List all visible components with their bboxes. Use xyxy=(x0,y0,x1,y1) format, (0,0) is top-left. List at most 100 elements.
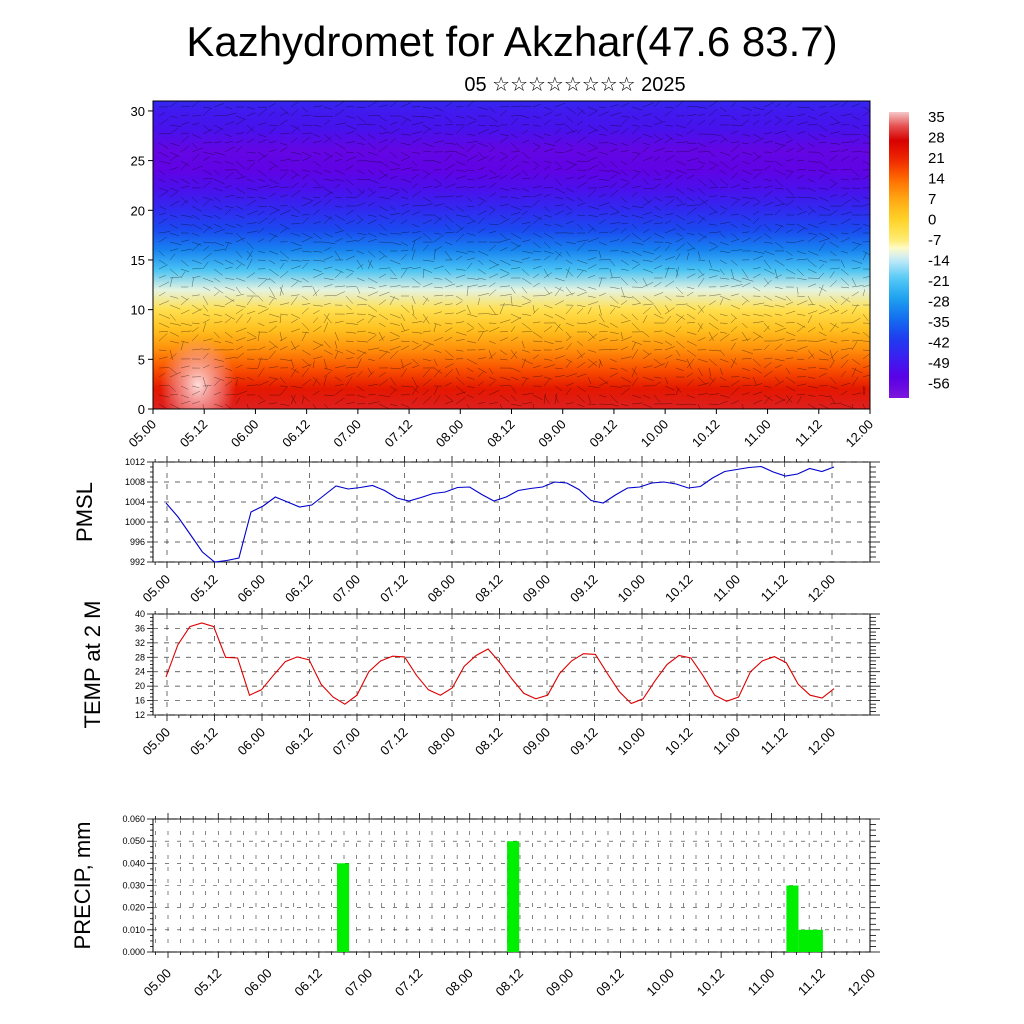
wind-vector xyxy=(268,111,275,117)
wind-vector xyxy=(312,105,323,108)
wind-vector xyxy=(752,399,763,405)
wind-vector xyxy=(719,151,730,156)
heatmap-ytick-label: 0 xyxy=(138,402,145,417)
wind-vector xyxy=(818,111,829,117)
wind-vector xyxy=(642,113,652,117)
wind-vector xyxy=(653,115,663,123)
wind-vector xyxy=(279,142,288,146)
wind-vector xyxy=(829,385,838,390)
wind-vector xyxy=(664,346,675,351)
wind-vector xyxy=(741,119,750,126)
wind-vector xyxy=(466,286,469,297)
wind-vector xyxy=(719,268,725,276)
wind-vector xyxy=(532,216,542,225)
wind-vector xyxy=(620,250,630,254)
wind-vector xyxy=(554,250,563,257)
wind-vector xyxy=(235,145,243,153)
wind-vector xyxy=(257,308,269,315)
wind-vector xyxy=(554,204,565,207)
wind-vector xyxy=(862,331,870,339)
wind-vector xyxy=(587,223,597,232)
wind-vector xyxy=(466,115,478,121)
wind-vector xyxy=(796,250,807,255)
wind-vector xyxy=(708,333,718,342)
wind-vector xyxy=(301,295,309,301)
wind-vector xyxy=(543,111,553,117)
wind-vector xyxy=(675,232,683,237)
wind-vector xyxy=(785,385,796,392)
wind-vector xyxy=(752,267,761,270)
wind-vector xyxy=(620,259,629,266)
wind-vector xyxy=(752,383,763,387)
wind-vector xyxy=(796,393,806,396)
wind-vector xyxy=(840,148,849,153)
wind-vector xyxy=(675,237,684,243)
wind-vector xyxy=(510,232,522,240)
wind-vector xyxy=(620,331,624,340)
wind-vector xyxy=(488,169,497,175)
precip-ylabel: PRECIP, mm xyxy=(70,822,95,950)
wind-vector xyxy=(642,295,653,303)
wind-vector xyxy=(169,253,176,261)
wind-vector xyxy=(697,277,705,288)
wind-vector xyxy=(851,367,857,378)
wind-vector xyxy=(466,277,479,280)
wind-vector xyxy=(477,389,486,396)
wind-vector xyxy=(829,340,838,344)
wind-vector xyxy=(730,400,739,405)
wind-vector xyxy=(477,151,484,158)
wind-vector xyxy=(642,250,654,255)
wind-vector xyxy=(213,228,225,234)
wind-vector xyxy=(565,402,574,405)
wind-vector xyxy=(752,217,760,225)
wind-vector xyxy=(587,307,592,315)
wind-vector xyxy=(180,259,189,267)
wind-vector xyxy=(532,304,535,313)
wind-vector xyxy=(180,340,189,344)
wind-vector xyxy=(301,331,307,342)
wind-vector xyxy=(719,186,728,189)
wind-vector xyxy=(400,254,408,261)
wind-vector xyxy=(686,128,695,135)
wind-vector xyxy=(268,268,279,277)
wind-vector xyxy=(642,331,650,337)
wind-vector xyxy=(345,304,352,310)
wind-vector xyxy=(840,169,852,171)
wind-vector xyxy=(763,185,773,189)
wind-vector xyxy=(389,313,401,319)
wind-vector xyxy=(477,129,489,135)
wind-vector xyxy=(675,313,686,320)
wind-vector xyxy=(312,376,321,385)
wind-vector xyxy=(422,142,434,148)
wind-vector xyxy=(829,142,841,145)
wind-vector xyxy=(631,205,644,209)
wind-vector xyxy=(312,178,321,187)
wind-vector xyxy=(818,304,827,309)
wind-vector xyxy=(554,123,566,126)
wind-vector xyxy=(268,286,276,298)
wind-vector xyxy=(411,231,421,234)
wind-vector xyxy=(741,277,754,282)
wind-vector xyxy=(367,358,375,362)
wind-vector xyxy=(356,330,366,333)
wind-vector xyxy=(334,285,346,288)
wind-vector xyxy=(246,159,255,162)
wind-vector xyxy=(202,226,211,234)
wind-vector xyxy=(334,178,345,182)
wind-vector xyxy=(796,113,805,117)
wind-vector xyxy=(686,158,699,162)
wind-vector xyxy=(290,294,300,297)
wind-vector xyxy=(356,236,366,243)
wind-vector xyxy=(664,394,676,396)
wind-vector xyxy=(367,142,376,150)
colorbar-label: 0 xyxy=(928,212,936,229)
heatmap-ytick-label: 5 xyxy=(138,352,145,367)
wind-vector xyxy=(411,223,420,228)
wind-vector xyxy=(576,214,585,216)
wind-vector xyxy=(235,118,245,126)
wind-vector xyxy=(532,173,539,180)
wind-vector xyxy=(444,142,456,145)
wind-vector xyxy=(818,141,827,144)
wind-vector xyxy=(444,250,453,261)
wind-vector xyxy=(774,343,783,351)
